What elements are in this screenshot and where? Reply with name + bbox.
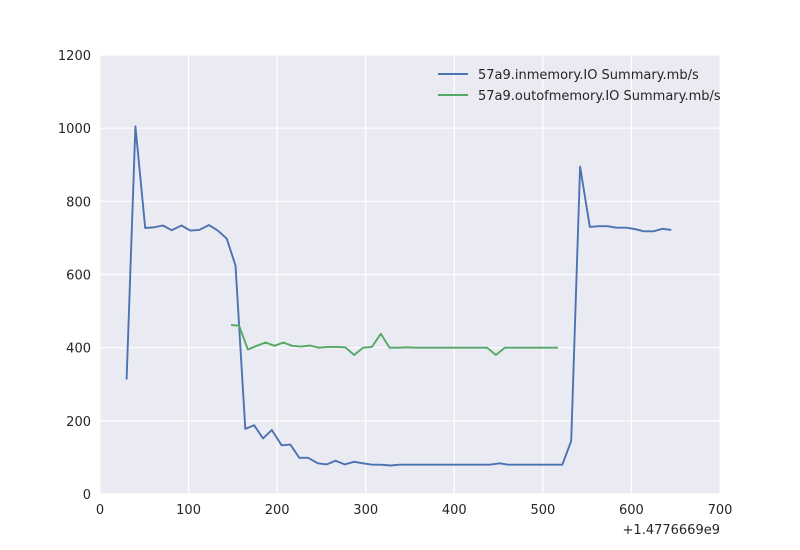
y-tick-label: 800 xyxy=(66,195,91,210)
x-tick-label: 500 xyxy=(530,503,555,518)
x-tick-label: 400 xyxy=(442,503,467,518)
y-tick-label: 200 xyxy=(66,415,91,430)
x-tick-label: 100 xyxy=(176,503,201,518)
x-tick-label: 0 xyxy=(96,503,104,518)
y-tick-label: 1000 xyxy=(58,122,91,137)
y-tick-label: 1200 xyxy=(58,49,91,64)
x-tick-label: 300 xyxy=(353,503,378,518)
series-line-1 xyxy=(125,125,672,467)
series-lines xyxy=(125,125,672,467)
x-tick-label: 600 xyxy=(619,503,644,518)
x-offset-label: +1.4776669e9 xyxy=(623,523,720,538)
legend-label: 57a9.inmemory.IO Summary.mb/s xyxy=(478,68,699,83)
x-tick-label: 200 xyxy=(265,503,290,518)
series-line-2 xyxy=(231,324,558,356)
legend: 57a9.inmemory.IO Summary.mb/s 57a9.outofm… xyxy=(438,68,721,104)
x-tick-label: 700 xyxy=(708,503,733,518)
tick-labels: 0 100 200 300 400 500 600 700 0 200 400 600 800 1000 1… xyxy=(58,49,733,518)
y-tick-label: 400 xyxy=(66,342,91,357)
y-tick-label: 600 xyxy=(66,269,91,284)
legend-label: 57a9.outofmemory.IO Summary.mb/s xyxy=(478,89,721,104)
y-tick-label: 0 xyxy=(83,488,91,503)
